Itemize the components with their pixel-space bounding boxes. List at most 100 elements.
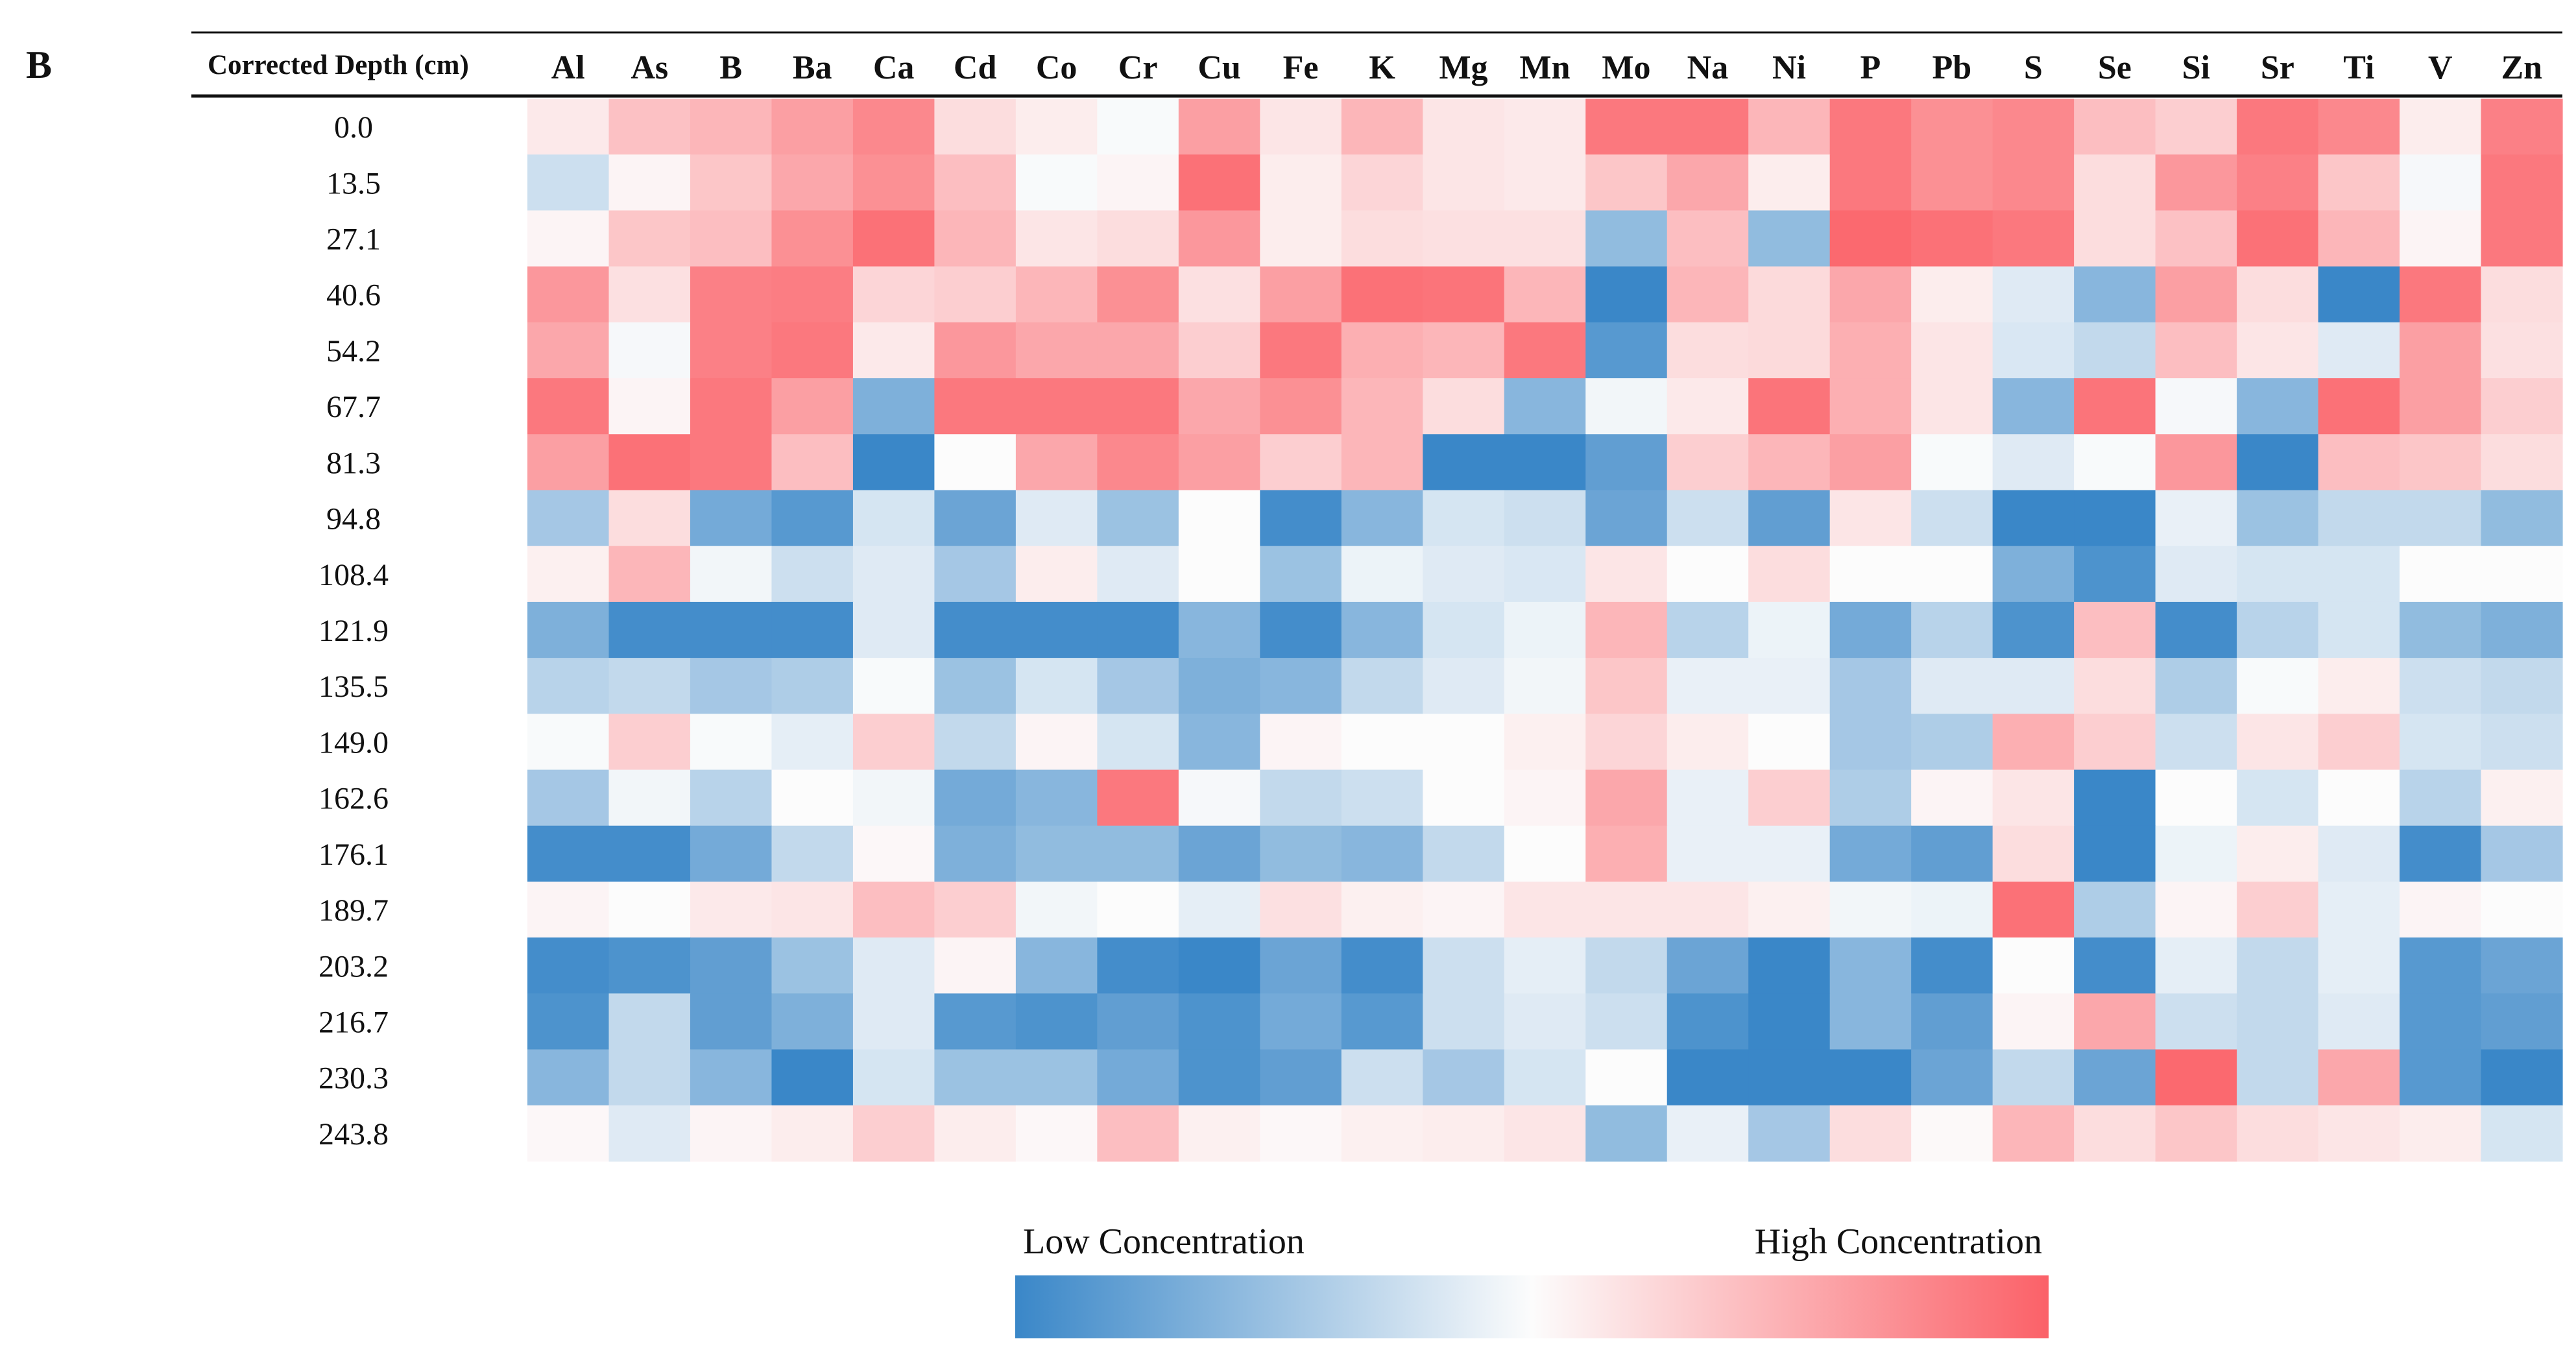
heatmap-cell-v-67-7 [2400,378,2482,435]
heatmap-cell-ca-230-3 [852,1049,935,1106]
heatmap-cell-b-13-5 [690,154,773,211]
heatmap-cell-fe-27-1 [1260,210,1342,267]
heatmap-cell-mg-108-4 [1423,546,1505,603]
heatmap-cell-b-81-3 [690,434,773,491]
heatmap-cell-v-216-7 [2400,993,2482,1050]
heatmap-cell-co-108-4 [1015,546,1098,603]
heatmap-cell-s-162-6 [1992,769,2075,826]
heatmap-cell-al-135-5 [527,658,610,714]
heatmap-cell-p-40-6 [1829,266,1912,323]
heatmap-cell-fe-67-7 [1260,378,1342,435]
heatmap-cell-p-54-2 [1829,322,1912,379]
heatmap-cell-mo-67-7 [1585,378,1668,435]
heatmap-cell-ni-243-8 [1748,1105,1831,1162]
heatmap-cell-cd-121-9 [934,601,1017,658]
heatmap-cell-fe-176-1 [1260,825,1342,882]
heatmap-cell-v-121-9 [2400,601,2482,658]
heatmap-cell-co-94-8 [1015,490,1098,547]
scale-low-label: Low Concentration [1023,1222,1305,1262]
heatmap-cell-se-67-7 [2074,378,2156,435]
heatmap-cell-cu-54-2 [1178,322,1260,379]
heatmap-cell-b-176-1 [690,825,773,882]
heatmap-cell-ba-54-2 [771,322,854,379]
heatmap-cell-as-40-6 [608,266,691,323]
heatmap-cell-cr-94-8 [1097,490,1179,547]
column-label-as: As [631,49,668,86]
heatmap-cell-cd-176-1 [934,825,1017,882]
heatmap-cell-s-176-1 [1992,825,2075,882]
heatmap-cell-na-149-0 [1667,714,1749,771]
heatmap-cell-s-189-7 [1992,881,2075,938]
heatmap-cell-zn-13-5 [2481,154,2563,211]
heatmap-cell-cu-203-2 [1178,937,1260,994]
heatmap-cell-mn-81-3 [1504,434,1586,491]
heatmap-cell-as-216-7 [608,993,691,1050]
heatmap-cell-b-54-2 [690,322,773,379]
heatmap-cell-mn-94-8 [1504,490,1586,547]
heatmap-cell-se-230-3 [2074,1049,2156,1106]
heatmap-cell-p-67-7 [1829,378,1912,435]
heatmap-cell-na-0-0 [1667,99,1749,155]
heatmap-cell-ti-189-7 [2318,881,2400,938]
heatmap-cell-mo-121-9 [1585,601,1668,658]
heatmap-cell-s-81-3 [1992,434,2075,491]
heatmap-cell-se-149-0 [2074,714,2156,771]
heatmap-cell-mo-81-3 [1585,434,1668,491]
heatmap-cell-ca-13-5 [852,154,935,211]
heatmap-cell-ti-149-0 [2318,714,2400,771]
heatmap-cell-pb-94-8 [1911,490,1993,547]
heatmap-cell-sr-108-4 [2237,546,2319,603]
heatmap-cell-p-216-7 [1829,993,1912,1050]
heatmap-cell-b-243-8 [690,1105,773,1162]
heatmap-cell-pb-216-7 [1911,993,1993,1050]
heatmap-cell-p-149-0 [1829,714,1912,771]
heatmap-cell-ca-243-8 [852,1105,935,1162]
heatmap-cell-co-189-7 [1015,881,1098,938]
heatmap-cell-mo-94-8 [1585,490,1668,547]
heatmap-cell-cr-189-7 [1097,881,1179,938]
heatmap-cell-cd-0-0 [934,99,1017,155]
heatmap-cell-cu-27-1 [1178,210,1260,267]
heatmap-cell-ni-108-4 [1748,546,1831,603]
heatmap-cell-mo-108-4 [1585,546,1668,603]
heatmap-cell-k-121-9 [1341,601,1423,658]
heatmap-cell-k-94-8 [1341,490,1423,547]
heatmap-cell-fe-230-3 [1260,1049,1342,1106]
heatmap-cell-cr-203-2 [1097,937,1179,994]
heatmap-cell-v-203-2 [2400,937,2482,994]
heatmap-cell-v-108-4 [2400,546,2482,603]
column-label-s: S [2024,49,2043,86]
column-label-mo: Mo [1602,49,1650,86]
heatmap-cell-b-67-7 [690,378,773,435]
heatmap-cell-fe-13-5 [1260,154,1342,211]
column-label-pb: Pb [1932,49,1972,86]
heatmap-cell-fe-0-0 [1260,99,1342,155]
heatmap-cell-si-135-5 [2155,658,2237,714]
heatmap-cell-ba-135-5 [771,658,854,714]
heatmap-cell-si-0-0 [2155,99,2237,155]
heatmap-cell-k-216-7 [1341,993,1423,1050]
heatmap-cell-se-203-2 [2074,937,2156,994]
row-header: Corrected Depth (cm) [208,50,469,80]
heatmap-cell-s-135-5 [1992,658,2075,714]
row-label: 108.4 [319,558,389,592]
heatmap-cell-ti-243-8 [2318,1105,2400,1162]
heatmap-cell-co-121-9 [1015,601,1098,658]
heatmap-cell-co-176-1 [1015,825,1098,882]
heatmap-cell-b-230-3 [690,1049,773,1106]
heatmap-cell-cr-108-4 [1097,546,1179,603]
color-scale-bar [1015,1275,2049,1338]
heatmap-cell-b-27-1 [690,210,773,267]
heatmap-cell-mo-216-7 [1585,993,1668,1050]
heatmap-cell-mg-203-2 [1423,937,1505,994]
row-label: 149.0 [319,725,389,760]
heatmap-cell-na-67-7 [1667,378,1749,435]
heatmap-cell-cr-243-8 [1097,1105,1179,1162]
heatmap-cell-ba-176-1 [771,825,854,882]
heatmap-cell-al-67-7 [527,378,610,435]
heatmap-cell-cr-27-1 [1097,210,1179,267]
heatmap-cell-cr-135-5 [1097,658,1179,714]
heatmap-cell-na-94-8 [1667,490,1749,547]
heatmap-cell-k-27-1 [1341,210,1423,267]
heatmap-cell-cr-230-3 [1097,1049,1179,1106]
